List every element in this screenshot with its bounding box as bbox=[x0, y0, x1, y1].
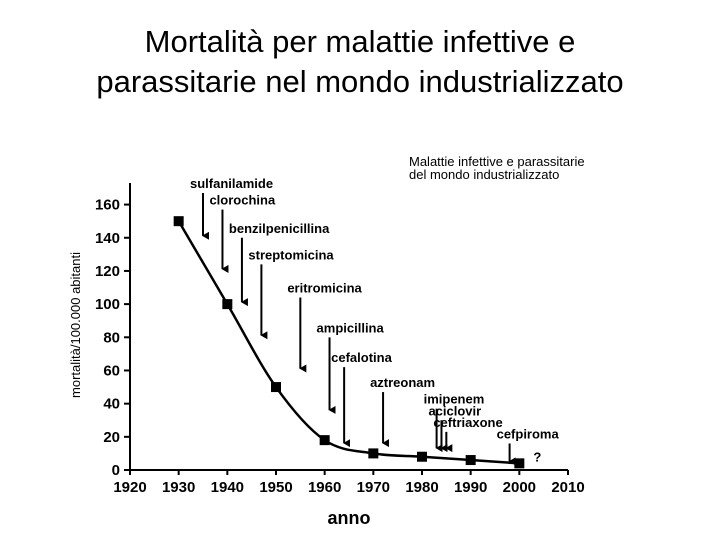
annotation-label: cefalotina bbox=[331, 350, 392, 365]
x-tick-label: 1990 bbox=[454, 479, 487, 496]
title-line-2: parassitarie nel mondo industrializzato bbox=[96, 64, 624, 99]
data-point bbox=[173, 216, 184, 227]
annotation-label: streptomicina bbox=[248, 247, 334, 262]
data-point bbox=[319, 435, 330, 446]
tick-labels: 0 20 40 60 80 100 120 140 160 1920 1930 1940 1950 196… bbox=[95, 197, 585, 496]
x-tick-label: 1980 bbox=[405, 479, 438, 496]
annotation-label: ampicillina bbox=[317, 320, 385, 335]
chart-subtitle-line: Malattie infettive e parassitarie bbox=[409, 154, 585, 169]
x-tick-label: 1950 bbox=[259, 479, 292, 496]
y-tick-label: 120 bbox=[95, 263, 120, 280]
annotation-label: eritromicina bbox=[287, 281, 362, 296]
x-tick-label: 1930 bbox=[162, 479, 195, 496]
y-tick-label: 60 bbox=[103, 362, 120, 379]
annotation-label: sulfanilamide bbox=[190, 176, 273, 191]
data-point bbox=[417, 451, 427, 462]
annotation-label: aciclovir bbox=[428, 403, 481, 418]
annotation-label: aztreonam bbox=[370, 375, 435, 390]
x-tick-label: 2010 bbox=[551, 479, 584, 496]
x-axis-title: anno bbox=[328, 508, 371, 528]
data-points: ? bbox=[173, 216, 541, 469]
annotation-label: ceftriaxone bbox=[433, 415, 502, 430]
y-tick-label: 100 bbox=[95, 296, 120, 313]
annotation-label: cefpiroma bbox=[497, 426, 560, 441]
antibiotic-annotations: sulfanilamide clorochina benzilpenicillina… bbox=[190, 176, 560, 466]
y-tick-label: 0 bbox=[112, 462, 120, 479]
y-axis-title: mortalità/100.000 abitanti bbox=[68, 252, 83, 398]
data-point bbox=[271, 382, 281, 393]
x-tick-label: 1920 bbox=[113, 479, 146, 496]
y-tick-label: 40 bbox=[103, 396, 120, 413]
y-tick-label: 140 bbox=[95, 230, 120, 247]
x-tick-label: 1960 bbox=[308, 479, 341, 496]
page-title: Mortalità per malattie infettive e paras… bbox=[0, 22, 720, 102]
annotation-label: benzilpenicillina bbox=[229, 221, 330, 236]
y-tick-label: 80 bbox=[103, 329, 120, 346]
annotation-label: imipenem bbox=[424, 392, 485, 407]
data-point bbox=[368, 448, 379, 459]
data-point bbox=[222, 299, 233, 310]
x-tick-label: 1940 bbox=[211, 479, 244, 496]
x-tick-label: 2000 bbox=[503, 479, 536, 496]
end-question-mark: ? bbox=[533, 449, 541, 464]
y-tick-label: 20 bbox=[103, 429, 120, 446]
x-tick-label: 1970 bbox=[357, 479, 390, 496]
chart-subtitle-line: del mondo industrializzato bbox=[409, 167, 559, 182]
axes bbox=[129, 183, 568, 471]
title-line-1: Mortalità per malattie infettive e bbox=[144, 24, 576, 59]
y-tick-label: 160 bbox=[95, 197, 120, 214]
data-point bbox=[465, 455, 476, 466]
annotation-label: clorochina bbox=[209, 193, 276, 208]
data-point bbox=[514, 458, 525, 469]
